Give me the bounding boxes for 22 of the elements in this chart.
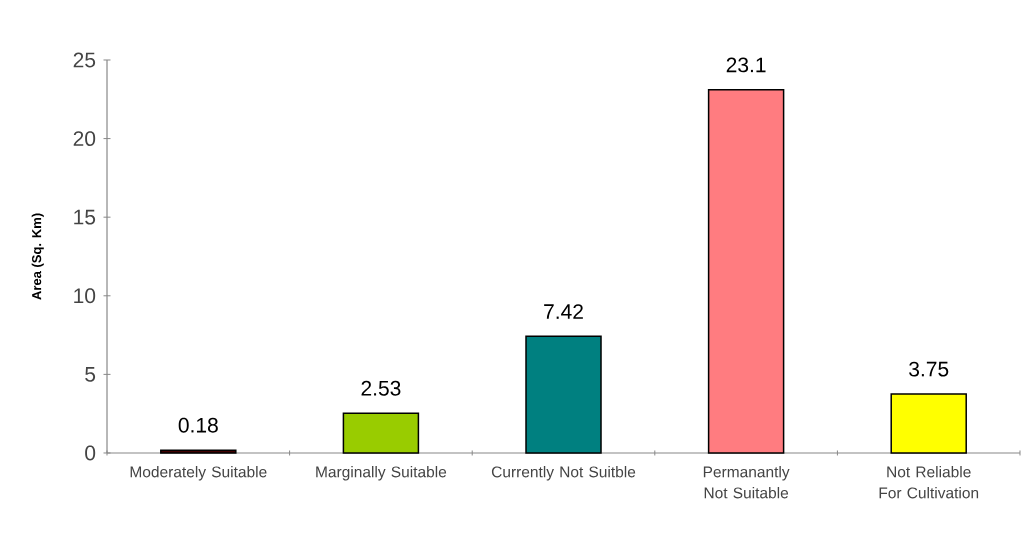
x-tick-label: Moderately Suitable	[130, 466, 267, 481]
x-tick-label: Not Reliable For Cultivation	[879, 466, 979, 499]
data-label: 0.18	[178, 417, 218, 433]
data-label: 7.42	[544, 304, 583, 319]
y-tick-label: 10	[74, 288, 96, 304]
x-tick-label: Marginally Suitable	[316, 466, 447, 481]
y-tick-label: 20	[73, 131, 96, 147]
data-label: 23.1	[726, 57, 766, 73]
y-tick-label: 25	[73, 52, 96, 68]
bar	[707, 89, 785, 454]
y-tick-label: 15	[74, 209, 96, 225]
data-label: 3.75	[909, 361, 949, 377]
y-axis-title: Area (Sq. Km)	[31, 213, 44, 300]
x-tick-label: Permanantly Not Suitable	[703, 466, 790, 499]
x-tick-label: Currently Not Suitble	[491, 466, 636, 481]
bar	[890, 393, 967, 454]
bar	[160, 449, 237, 454]
bar	[342, 412, 420, 454]
data-label: 2.53	[361, 380, 401, 396]
bar	[525, 335, 602, 454]
y-tick-label: 0	[85, 445, 96, 461]
y-tick-label: 5	[85, 367, 96, 382]
